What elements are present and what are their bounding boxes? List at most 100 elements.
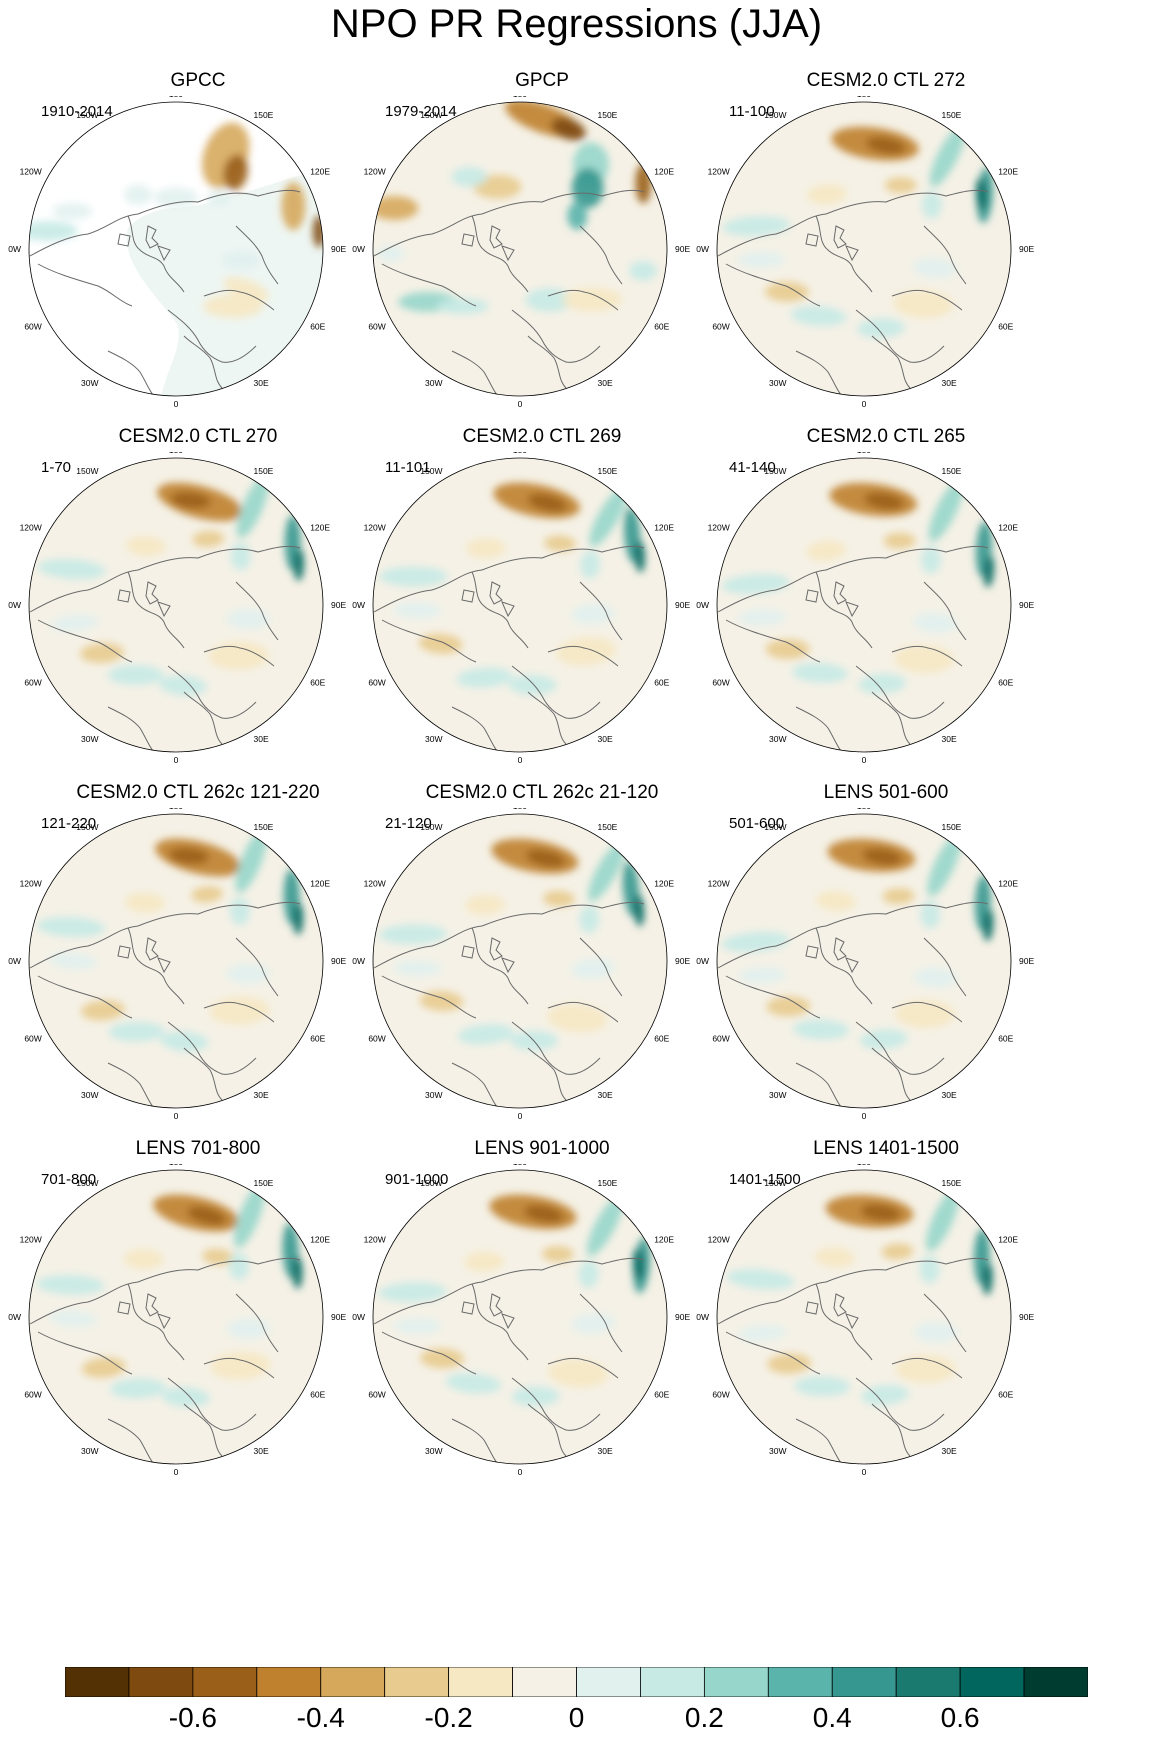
longitude-label: 120W <box>708 1235 730 1245</box>
anomaly-contour <box>511 1386 560 1407</box>
coastline <box>725 263 821 307</box>
anomaly-contour <box>571 168 604 208</box>
map-panel: LENS 1401-1500 1401-1500 180 150E 120E 90E 60E… <box>696 1138 1076 1533</box>
coastline <box>203 1001 275 1023</box>
colorbar-swatch <box>512 1667 577 1697</box>
coastline <box>855 665 945 719</box>
anomaly-contour <box>856 318 905 339</box>
anomaly-contour <box>168 847 209 865</box>
anomaly-contour <box>862 848 903 866</box>
anomaly-contour <box>456 667 513 688</box>
colorbar-swatch <box>576 1667 641 1697</box>
coastline <box>871 691 911 745</box>
longitude-label: 60E <box>654 1390 669 1400</box>
longitude-label: 120E <box>654 523 674 533</box>
longitude-label: 150E <box>598 822 618 832</box>
coastline <box>461 225 515 262</box>
coastline <box>461 581 515 618</box>
longitude-label: 60W <box>24 322 41 332</box>
colorbar-tick-label: 0.4 <box>812 1702 852 1733</box>
coastline <box>183 691 223 745</box>
coastline <box>107 1418 155 1464</box>
coastline <box>461 937 515 974</box>
anomaly-contour <box>816 890 856 912</box>
coastline <box>117 1293 171 1330</box>
anomaly-contour <box>292 1256 303 1289</box>
longitude-label: 120W <box>364 167 386 177</box>
longitude-label: 0 <box>862 1467 867 1477</box>
map-panel: CESM2.0 CTL 269 11-101 180 150E 120E 90E 60E 30… <box>352 426 732 821</box>
panel-title: CESM2.0 CTL 269 <box>462 426 622 447</box>
coastline <box>37 619 133 663</box>
longitude-label: 150W <box>76 822 98 832</box>
coastline <box>167 309 257 363</box>
anomaly-contour <box>913 1322 958 1343</box>
coastline <box>855 1377 945 1431</box>
coastline <box>511 1021 601 1075</box>
longitude-label: 120W <box>20 167 42 177</box>
colorbar-tick-label: -0.6 <box>168 1702 217 1733</box>
coastline <box>725 619 821 663</box>
anomaly-contour <box>588 840 626 902</box>
coastline <box>795 706 843 752</box>
longitude-label: 150W <box>420 110 442 120</box>
longitude-label: 120E <box>998 1235 1018 1245</box>
anomaly-contour <box>794 1376 851 1397</box>
anomaly-contour <box>548 1359 609 1388</box>
longitude-label: 150W <box>76 110 98 120</box>
longitude-label: 150E <box>942 1178 962 1188</box>
coastline <box>167 1021 257 1075</box>
anomaly-contour <box>721 573 790 595</box>
panel-title: GPCC <box>170 70 226 91</box>
anomaly-contour <box>50 614 99 632</box>
anomaly-contour <box>281 182 306 231</box>
anomaly-contour <box>586 1195 624 1256</box>
anomaly-contour <box>124 892 165 913</box>
anomaly-contour <box>187 1206 227 1226</box>
anomaly-contour <box>982 1263 993 1296</box>
panel-period: 41-140 <box>729 459 776 476</box>
longitude-label: 30E <box>598 378 613 388</box>
longitude-label: 90E <box>675 956 690 966</box>
panel-title: CESM2.0 CTL 272 <box>806 70 966 91</box>
anomaly-contour <box>894 645 955 674</box>
figure-title: NPO PR Regressions (JJA) <box>330 2 823 46</box>
longitude-label: 90E <box>331 1312 346 1322</box>
anomaly-contour <box>571 1313 616 1334</box>
colorbar-tick-label: 0.6 <box>940 1702 980 1733</box>
coastline <box>235 937 279 997</box>
map-panel: GPCC 1910-2014 180 150E 120E 90E 60E 30E 0 30W 60W… <box>8 70 388 465</box>
anomaly-contour <box>589 486 628 547</box>
anomaly-contour <box>895 1355 956 1383</box>
longitude-label: 0 <box>862 399 867 409</box>
map-boundary <box>28 813 324 1109</box>
coastline <box>579 1293 623 1353</box>
colorbar-swatch <box>895 1667 961 1697</box>
longitude-label: 0 <box>174 399 179 409</box>
polar-map: 180 150E 120E 90E 60E 30E 0 30W 60W 90W 120W 150W <box>8 808 346 1121</box>
anomaly-contour <box>376 245 405 262</box>
panel-title: GPCP <box>515 70 569 91</box>
longitude-label: 30W <box>769 378 786 388</box>
anomaly-contour <box>293 549 305 581</box>
longitude-label: 150W <box>764 110 786 120</box>
longitude-label: 180 <box>169 808 183 811</box>
longitude-label: 30W <box>769 1446 786 1456</box>
coastline <box>855 1021 945 1075</box>
coastline <box>107 350 155 396</box>
panel-title: LENS 901-1000 <box>474 1138 610 1159</box>
anomaly-contour <box>445 1372 502 1394</box>
longitude-label: 120W <box>364 1235 386 1245</box>
panel-period: 1-70 <box>41 459 72 476</box>
colorbar-tick-label: 0 <box>568 1702 585 1733</box>
anomaly-contour <box>525 287 574 312</box>
longitude-label: 180 <box>169 452 183 455</box>
longitude-label: 180 <box>169 1164 183 1167</box>
colorbar-tick-label: 0.2 <box>684 1702 724 1733</box>
anomaly-contour <box>920 545 942 574</box>
panel-title: LENS 501-600 <box>823 782 949 803</box>
anomaly-contour <box>192 530 225 547</box>
longitude-label: 150W <box>420 1178 442 1188</box>
anomaly-contour <box>379 566 448 587</box>
coastline <box>183 335 223 389</box>
